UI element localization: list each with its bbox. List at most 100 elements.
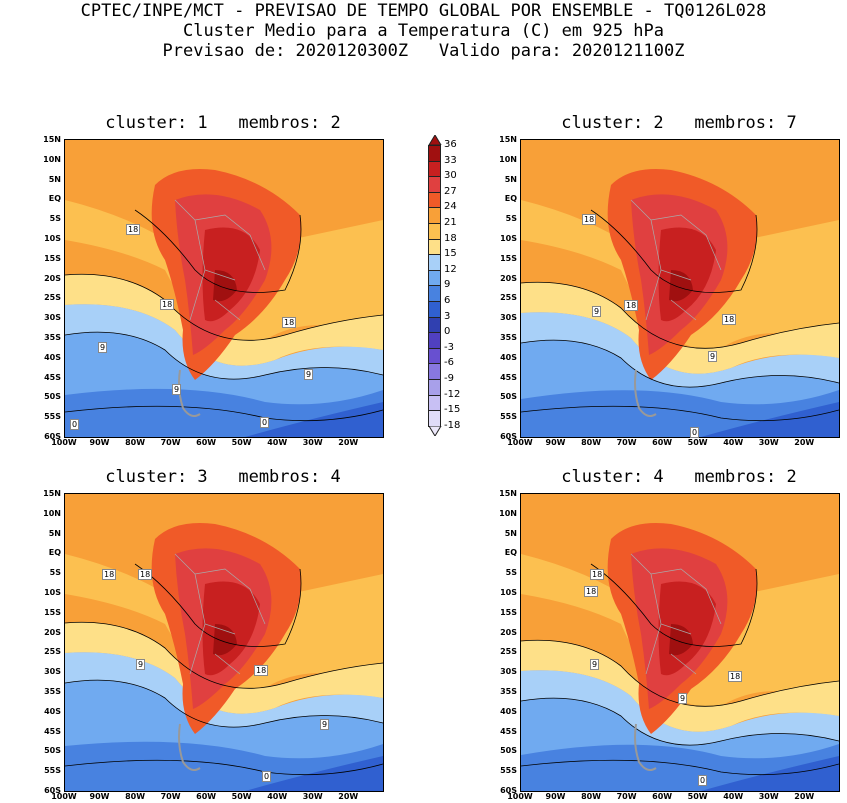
longitude-tick: 80W (581, 438, 602, 447)
latitude-tick: 60S (44, 786, 61, 795)
colorbar-segment (428, 301, 441, 318)
latitude-tick: 30S (44, 667, 61, 677)
latitude-tick: 5N (504, 174, 517, 184)
colorbar-label: 27 (444, 185, 457, 197)
panel-title: cluster: 3 membros: 4 (105, 467, 341, 487)
contour-label: 9 (172, 384, 182, 395)
colorbar-segment (428, 191, 441, 209)
longitude-tick: 20W (338, 438, 359, 447)
contour-label: 0 (260, 417, 270, 428)
contour-label: 18 (138, 569, 153, 580)
latitude-tick: 5S (505, 214, 517, 224)
colorbar-segment (428, 410, 441, 427)
colorbar-label: -9 (444, 373, 454, 384)
latitude-tick: EQ (504, 194, 517, 204)
longitude-tick: 50W (687, 792, 708, 801)
latitude-tick: 10S (44, 588, 61, 597)
longitude-tick: 70W (616, 792, 637, 801)
latitude-tick: 20S (44, 273, 61, 283)
longitude-tick: 100W (51, 438, 77, 447)
latitude-tick: 10S (500, 588, 517, 597)
colorbar-segment (428, 363, 441, 380)
colorbar-segment (428, 160, 441, 178)
latitude-tick: 10N (499, 154, 517, 164)
longitude-tick: 60W (652, 792, 673, 801)
longitude-tick: 90W (545, 792, 566, 801)
latitude-tick: EQ (48, 548, 61, 558)
colorbar-label: 24 (444, 201, 457, 213)
colorbar-label: -18 (444, 419, 461, 431)
contour-label: 18 (728, 671, 743, 682)
longitude-tick: 100W (507, 792, 533, 801)
colorbar-label: 21 (444, 217, 457, 228)
latitude-tick: 45S (500, 726, 517, 736)
latitude-tick: 5S (49, 214, 61, 224)
longitude-tick: 90W (89, 792, 110, 801)
latitude-tick: 35S (44, 333, 61, 342)
contour-label: 18 (102, 569, 117, 580)
latitude-tick: 35S (44, 687, 61, 696)
latitude-tick: 40S (44, 352, 61, 362)
latitude-tick: 20S (500, 627, 517, 637)
colorbar-label: 3 (444, 310, 451, 322)
contour-label: 9 (304, 369, 314, 380)
latitude-tick: 50S (500, 746, 517, 756)
longitude-tick: 30W (758, 438, 779, 447)
map-panel (64, 493, 384, 792)
colorbar-segment (428, 238, 441, 256)
colorbar-segment (428, 176, 441, 193)
colorbar-segment (428, 207, 441, 224)
contour-label: 18 (582, 214, 597, 225)
colorbar-label: 18 (444, 232, 457, 244)
latitude-tick: EQ (48, 194, 61, 204)
longitude-tick: 100W (51, 792, 77, 801)
contour-label: 0 (70, 419, 80, 430)
latitude-tick: 30S (500, 667, 517, 677)
latitude-tick: 30S (44, 313, 61, 323)
contour-label: 18 (624, 300, 639, 311)
header-line-3: Previsao de: 2020120300Z Valido para: 20… (162, 41, 685, 61)
latitude-tick: 35S (500, 687, 517, 696)
latitude-tick: EQ (504, 548, 517, 558)
longitude-tick: 40W (723, 792, 744, 801)
colorbar-segment (428, 347, 441, 365)
contour-label: 9 (98, 342, 108, 353)
latitude-tick: 15N (499, 489, 517, 498)
contour-label: 9 (678, 693, 688, 704)
colorbar-segment (428, 285, 441, 302)
longitude-tick: 90W (545, 438, 566, 447)
temperature-map (521, 140, 839, 437)
latitude-tick: 55S (500, 412, 517, 422)
contour-label: 18 (126, 224, 141, 235)
longitude-tick: 20W (338, 792, 359, 801)
latitude-tick: 55S (44, 766, 61, 776)
longitude-tick: 30W (302, 792, 323, 801)
latitude-tick: 5S (505, 568, 517, 578)
colorbar-label: 33 (444, 154, 457, 166)
latitude-tick: 5N (504, 528, 517, 538)
contour-label: 18 (590, 569, 605, 580)
colorbar-label: 9 (444, 279, 451, 291)
latitude-tick: 10S (44, 234, 61, 243)
latitude-tick: 15N (43, 135, 61, 144)
longitude-tick: 20W (794, 438, 815, 447)
latitude-tick: 10N (499, 508, 517, 518)
contour-label: 9 (320, 719, 330, 730)
latitude-tick: 15S (44, 607, 61, 617)
longitude-tick: 60W (652, 438, 673, 447)
map-panel (520, 493, 840, 792)
longitude-tick: 50W (231, 438, 252, 447)
colorbar-segment (428, 379, 441, 396)
panel-title: cluster: 4 membros: 2 (561, 467, 797, 487)
contour-label: 9 (136, 659, 146, 670)
latitude-tick: 35S (500, 333, 517, 342)
latitude-tick: 45S (44, 372, 61, 382)
latitude-tick: 25S (500, 293, 517, 303)
colorbar-segment (428, 316, 441, 334)
latitude-tick: 60S (44, 432, 61, 441)
latitude-tick: 45S (500, 372, 517, 382)
contour-label: 0 (690, 427, 700, 438)
latitude-tick: 20S (500, 273, 517, 283)
latitude-tick: 20S (44, 627, 61, 637)
longitude-tick: 40W (723, 438, 744, 447)
